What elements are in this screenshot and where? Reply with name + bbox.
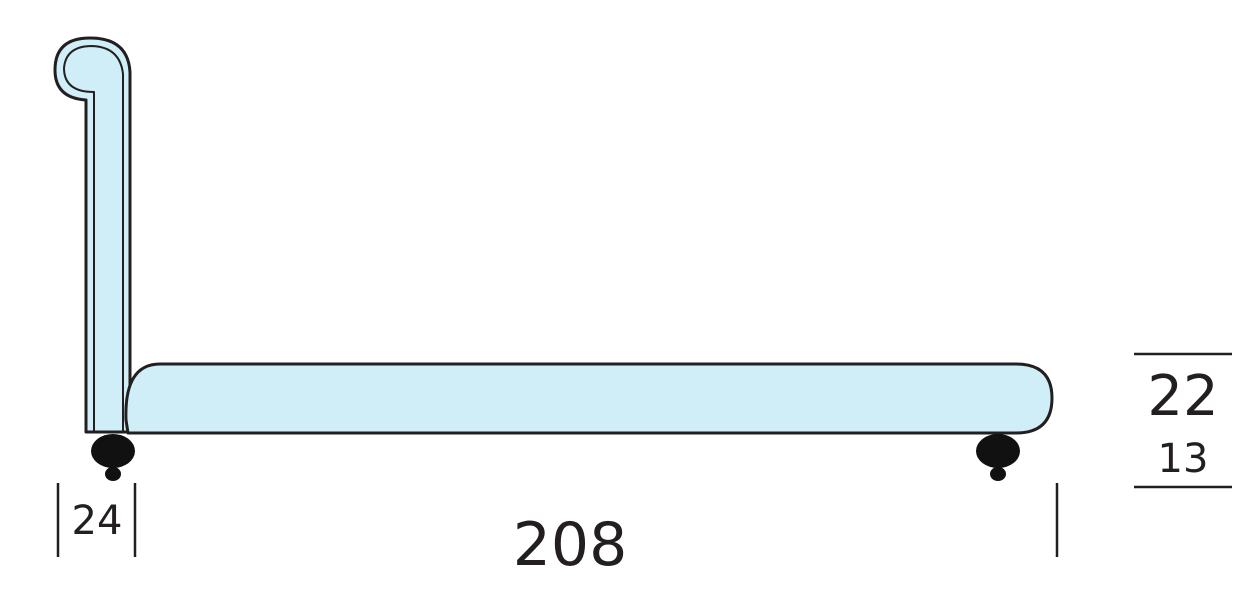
bed-base: [124, 362, 1054, 435]
headboard-inner-line: [63, 45, 124, 432]
total-length-label: 208: [513, 510, 628, 580]
front-foot: [91, 434, 135, 481]
headboard-depth-label: 24: [72, 498, 123, 544]
headboard-outer: [53, 36, 132, 434]
headboard: [53, 36, 132, 434]
rear-foot: [976, 434, 1020, 481]
leg-height-label: 13: [1158, 436, 1209, 482]
total-height-label: 22: [1147, 364, 1218, 429]
